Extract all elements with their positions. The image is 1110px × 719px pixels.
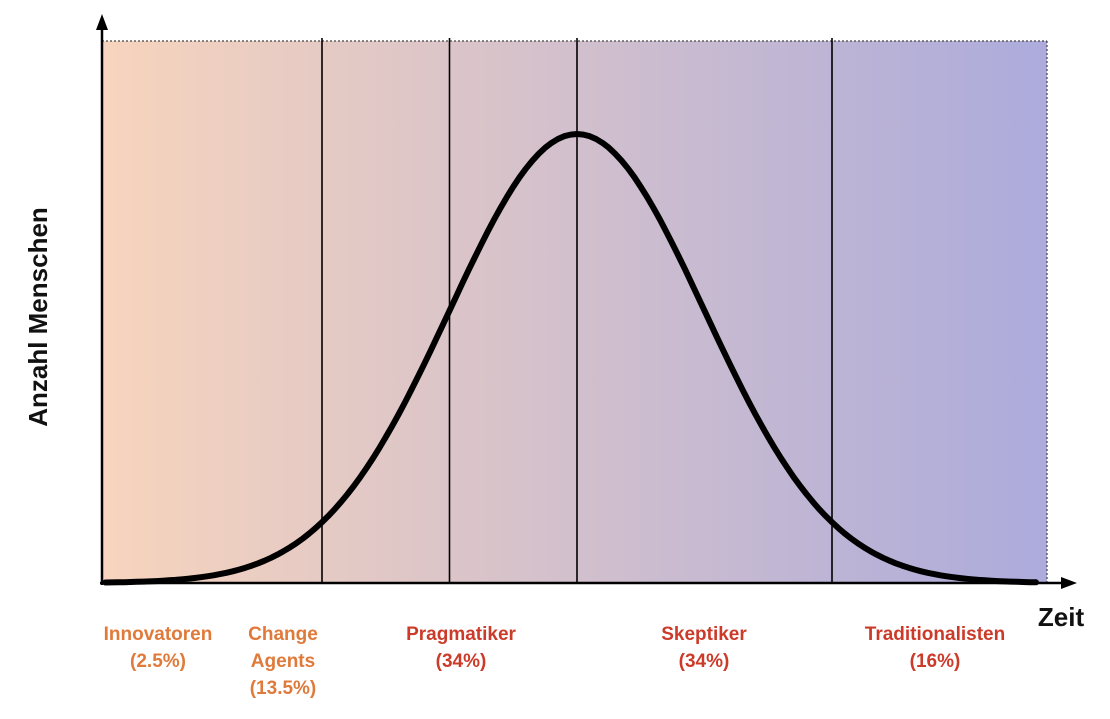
x-axis-arrow-icon xyxy=(1061,577,1077,589)
segment-label-line: Innovatoren xyxy=(104,624,213,645)
segment-label-line: (2.5%) xyxy=(130,651,186,672)
segment-label-line: Skeptiker xyxy=(661,624,747,645)
plot-background xyxy=(102,41,1047,583)
y-axis-arrow-icon xyxy=(96,14,108,30)
segment-label: Traditionalisten (16%) xyxy=(865,624,1005,672)
x-axis-title: Zeit xyxy=(1038,602,1085,632)
segment-label-line: Change xyxy=(248,624,318,645)
segment-label-line: Traditionalisten xyxy=(865,624,1005,645)
segment-label-line: Agents xyxy=(251,651,315,672)
segment-label: Skeptiker (34%) xyxy=(661,624,747,672)
segment-label-line: (34%) xyxy=(436,651,487,672)
segment-label-line: (16%) xyxy=(910,651,961,672)
segment-label: Innovatoren (2.5%) xyxy=(104,624,213,672)
segment-label-line: Pragmatiker xyxy=(406,624,516,645)
segment-label-line: (34%) xyxy=(679,651,730,672)
segment-label: Change Agents (13.5%) xyxy=(248,624,318,699)
bell-curve xyxy=(102,131,1039,586)
y-axis-title: Anzahl Menschen xyxy=(23,207,53,427)
segment-label-line: (13.5%) xyxy=(250,678,317,699)
segment-label: Pragmatiker (34%) xyxy=(406,624,516,672)
